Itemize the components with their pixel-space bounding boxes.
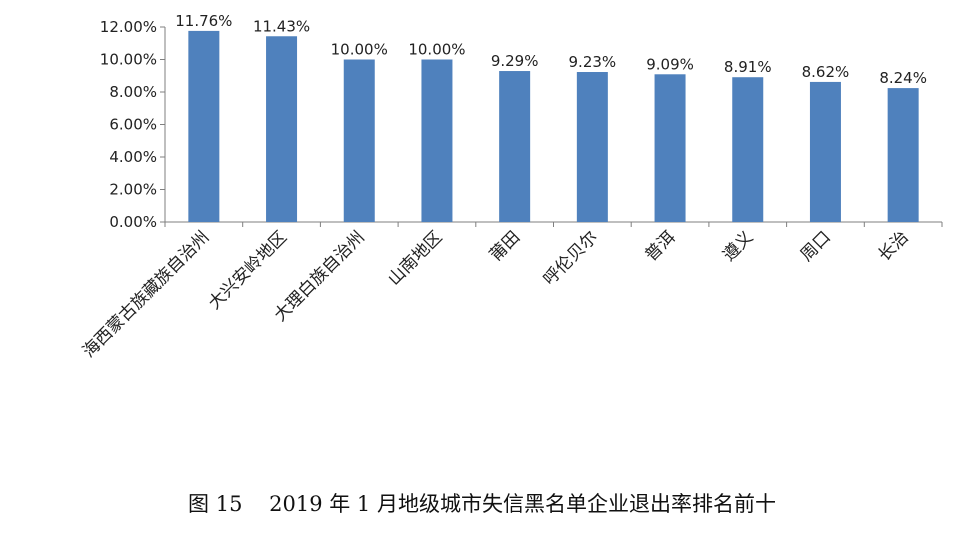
category-label: 普洱 [641, 227, 679, 265]
bar [654, 74, 686, 222]
y-tick-label: 2.00% [109, 181, 157, 199]
category-label: 周口 [797, 227, 835, 265]
category-label: 山南地区 [384, 227, 446, 289]
bar-chart: 0.00% 2.00% 4.00% 6.00% 8.00% 10.00% 12.00% 11… [79, 12, 943, 362]
data-label: 9.09% [646, 55, 694, 73]
data-label: 9.23% [569, 53, 617, 71]
data-label: 10.00% [331, 41, 388, 59]
data-label: 8.91% [724, 58, 772, 76]
data-labels: 11.76% 11.43% 10.00% 10.00% 9.29% 9.23% 9.09% 8… [175, 12, 927, 87]
category-label: 海西蒙古族藏族自治州 [79, 227, 213, 361]
y-tick-label: 6.00% [109, 116, 157, 134]
category-label: 大兴安岭地区 [205, 227, 291, 313]
category-label: 呼伦贝尔 [540, 227, 602, 289]
bar [343, 59, 375, 222]
category-label: 莆田 [486, 227, 524, 265]
y-tick-label: 12.00% [100, 18, 157, 36]
bar [188, 30, 220, 223]
data-label: 8.62% [802, 63, 850, 81]
category-label: 遵义 [719, 227, 757, 265]
bar [576, 72, 608, 222]
bar [887, 88, 919, 222]
y-tick-label: 8.00% [109, 83, 157, 101]
bar [421, 59, 453, 222]
bar [499, 71, 531, 222]
bar [266, 36, 298, 223]
data-label: 8.24% [879, 69, 927, 87]
category-label: 长治 [875, 227, 913, 265]
figure-caption: 图 15 2019 年 1 月地级城市失信黑名单企业退出率排名前十 [188, 492, 776, 516]
data-label: 11.76% [175, 12, 232, 30]
y-tick-label: 0.00% [109, 213, 157, 231]
y-tick-label: 10.00% [100, 51, 157, 69]
bar [732, 77, 764, 223]
bars [188, 30, 919, 223]
x-axis-categories: 海西蒙古族藏族自治州大兴安岭地区大理白族自治州 山南地区 莆田 呼伦贝尔 普洱 遵义 周口长… [79, 222, 943, 362]
y-tick-label: 4.00% [109, 148, 157, 166]
bar [809, 81, 841, 222]
data-label: 10.00% [408, 41, 465, 59]
data-label: 11.43% [253, 17, 310, 35]
data-label: 9.29% [491, 52, 539, 70]
